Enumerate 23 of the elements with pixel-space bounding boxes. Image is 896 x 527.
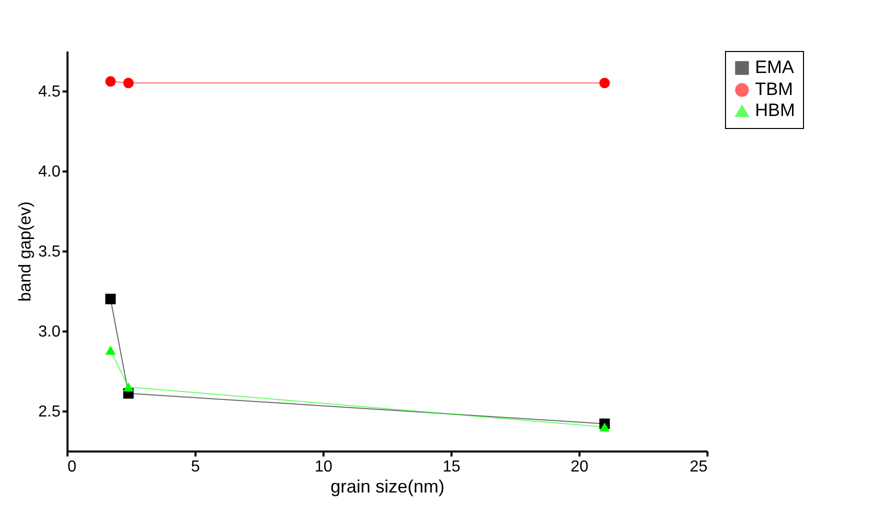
- y-tick-label: 4.5: [38, 84, 61, 100]
- point: [105, 346, 116, 355]
- point: [123, 78, 134, 88]
- legend-label: TBM: [755, 79, 793, 99]
- point: [599, 78, 610, 88]
- point: [599, 422, 610, 432]
- y-axis-title: band gap(ev): [15, 201, 34, 302]
- x-axis-title: grain size(nm): [330, 476, 445, 496]
- x-tick-label: 25: [690, 458, 708, 476]
- y-tick-label: 3.5: [38, 244, 61, 260]
- point: [105, 76, 116, 87]
- legend-label: HBM: [755, 100, 795, 120]
- legend-label: EMA: [755, 57, 794, 77]
- point: [123, 382, 134, 392]
- x-tick-label: 5: [191, 458, 200, 476]
- y-tick-label: 2.5: [38, 404, 61, 420]
- x-tick-label: 0: [68, 458, 76, 476]
- x-tick-label: 10: [314, 458, 332, 476]
- x-tick-label: 15: [442, 458, 460, 476]
- x-tick-label: 20: [570, 458, 588, 476]
- point: [105, 294, 116, 304]
- y-tick-label: 3.0: [38, 324, 61, 340]
- y-tick-label: 4.0: [38, 164, 61, 180]
